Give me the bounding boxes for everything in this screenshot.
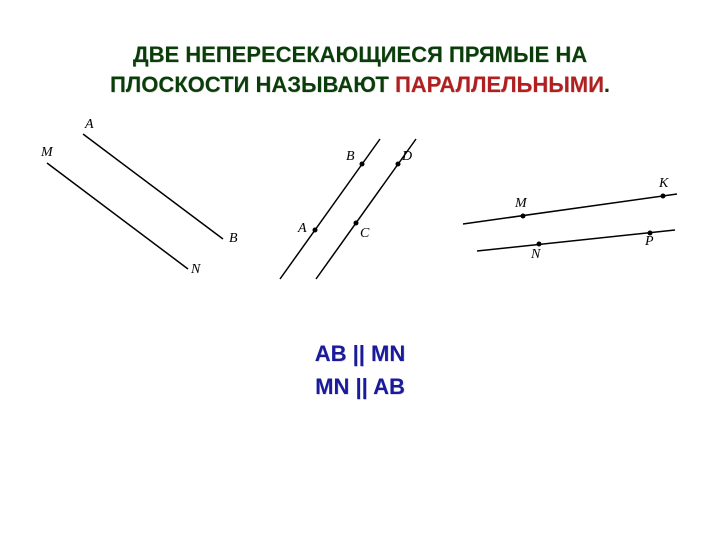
point-label: P: [645, 234, 654, 250]
point-marker: [313, 228, 318, 233]
title-line-1: ДВЕ НЕПЕРЕСЕКАЮЩИЕСЯ ПРЯМЫЕ НА: [0, 40, 720, 70]
point-marker: [354, 221, 359, 226]
point-marker: [521, 214, 526, 219]
line-segment: [463, 194, 677, 224]
point-label: N: [191, 262, 200, 278]
point-label: D: [402, 149, 412, 165]
diagram-svg: [260, 109, 460, 309]
line-segment: [47, 163, 188, 269]
point-label: B: [229, 231, 238, 247]
point-label: B: [346, 149, 355, 165]
title-line2-prefix: ПЛОСКОСТИ НАЗЫВАЮТ: [110, 72, 395, 97]
diagram-svg: [25, 99, 245, 299]
point-label: K: [659, 176, 668, 192]
title-line-2: ПЛОСКОСТИ НАЗЫВАЮТ ПАРАЛЛЕЛЬНЫМИ.: [0, 70, 720, 100]
point-marker: [360, 162, 365, 167]
point-label: M: [41, 145, 53, 161]
diagram-2: A B C D: [260, 109, 460, 309]
diagram-1: A B M N: [25, 99, 245, 299]
line-segment: [280, 139, 380, 279]
title-line2-suffix: .: [604, 72, 610, 97]
title-line2-highlight: ПАРАЛЛЕЛЬНЫМИ: [395, 72, 604, 97]
point-label: C: [360, 226, 369, 242]
point-label: N: [531, 247, 540, 263]
diagram-3: M K N P: [445, 154, 705, 294]
point-label: A: [85, 117, 94, 133]
diagram-svg: [445, 154, 705, 294]
point-marker: [396, 162, 401, 167]
notation-line-1: AB || MN: [0, 337, 720, 370]
diagrams-container: A B M N A B C D M K N P: [0, 99, 720, 319]
point-label: A: [298, 221, 307, 237]
line-segment: [83, 134, 223, 239]
point-marker: [661, 194, 666, 199]
notation-line-2: MN || AB: [0, 370, 720, 403]
point-marker: [537, 242, 542, 247]
notations-block: AB || MN MN || AB: [0, 337, 720, 403]
line-segment: [316, 139, 416, 279]
title-block: ДВЕ НЕПЕРЕСЕКАЮЩИЕСЯ ПРЯМЫЕ НА ПЛОСКОСТИ…: [0, 0, 720, 99]
point-label: M: [515, 196, 527, 212]
